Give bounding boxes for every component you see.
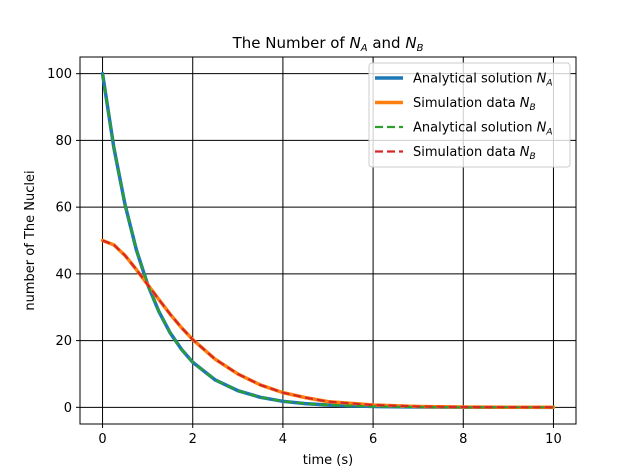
legend-label-3: Analytical solution NA xyxy=(413,121,553,138)
chart-title: The Number of NA and NB xyxy=(232,34,424,54)
x-tick-label: 8 xyxy=(459,432,467,447)
legend-box xyxy=(368,62,571,168)
y-tick-label: 20 xyxy=(55,334,72,349)
x-axis-label: time (s) xyxy=(303,453,353,468)
x-tick-label: 4 xyxy=(279,432,287,447)
y-axis-label: number of The Nuclei xyxy=(23,170,38,310)
plot-frame xyxy=(79,56,577,425)
series-line-4 xyxy=(102,239,554,409)
legend-label-2: Simulation data NB xyxy=(413,96,536,113)
y-tick-label: 100 xyxy=(47,67,72,82)
x-tick-label: 10 xyxy=(545,432,562,447)
x-tick-label: 0 xyxy=(98,432,106,447)
series-line-3 xyxy=(101,73,554,409)
legend-label-1: Analytical solution NA xyxy=(413,72,553,89)
legend: Analytical solution NA Simulation data NB… xyxy=(368,62,571,168)
series-layer xyxy=(100,71,556,410)
y-tick-label: 80 xyxy=(55,134,72,149)
y-tick-label: 60 xyxy=(55,201,72,216)
y-tick-label: 40 xyxy=(55,267,72,282)
x-tick-label: 2 xyxy=(189,432,197,447)
legend-label-4: Simulation data NB xyxy=(413,145,536,162)
x-tick-label: 6 xyxy=(369,432,377,447)
y-tick-label: 0 xyxy=(64,401,72,416)
